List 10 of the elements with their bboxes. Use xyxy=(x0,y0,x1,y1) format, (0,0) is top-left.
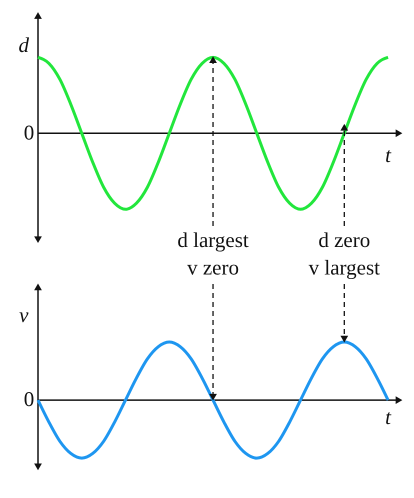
text: d zero xyxy=(318,228,370,252)
x-axis-title: t xyxy=(385,143,392,168)
text: v zero xyxy=(187,256,239,280)
text: d largest xyxy=(177,228,249,252)
text: v largest xyxy=(308,256,380,280)
x-axis-title: t xyxy=(385,405,392,430)
y-axis-title: v xyxy=(19,302,30,327)
text: 0 xyxy=(24,120,34,144)
y-axis-title: d xyxy=(18,32,30,57)
text: 0 xyxy=(24,387,34,412)
